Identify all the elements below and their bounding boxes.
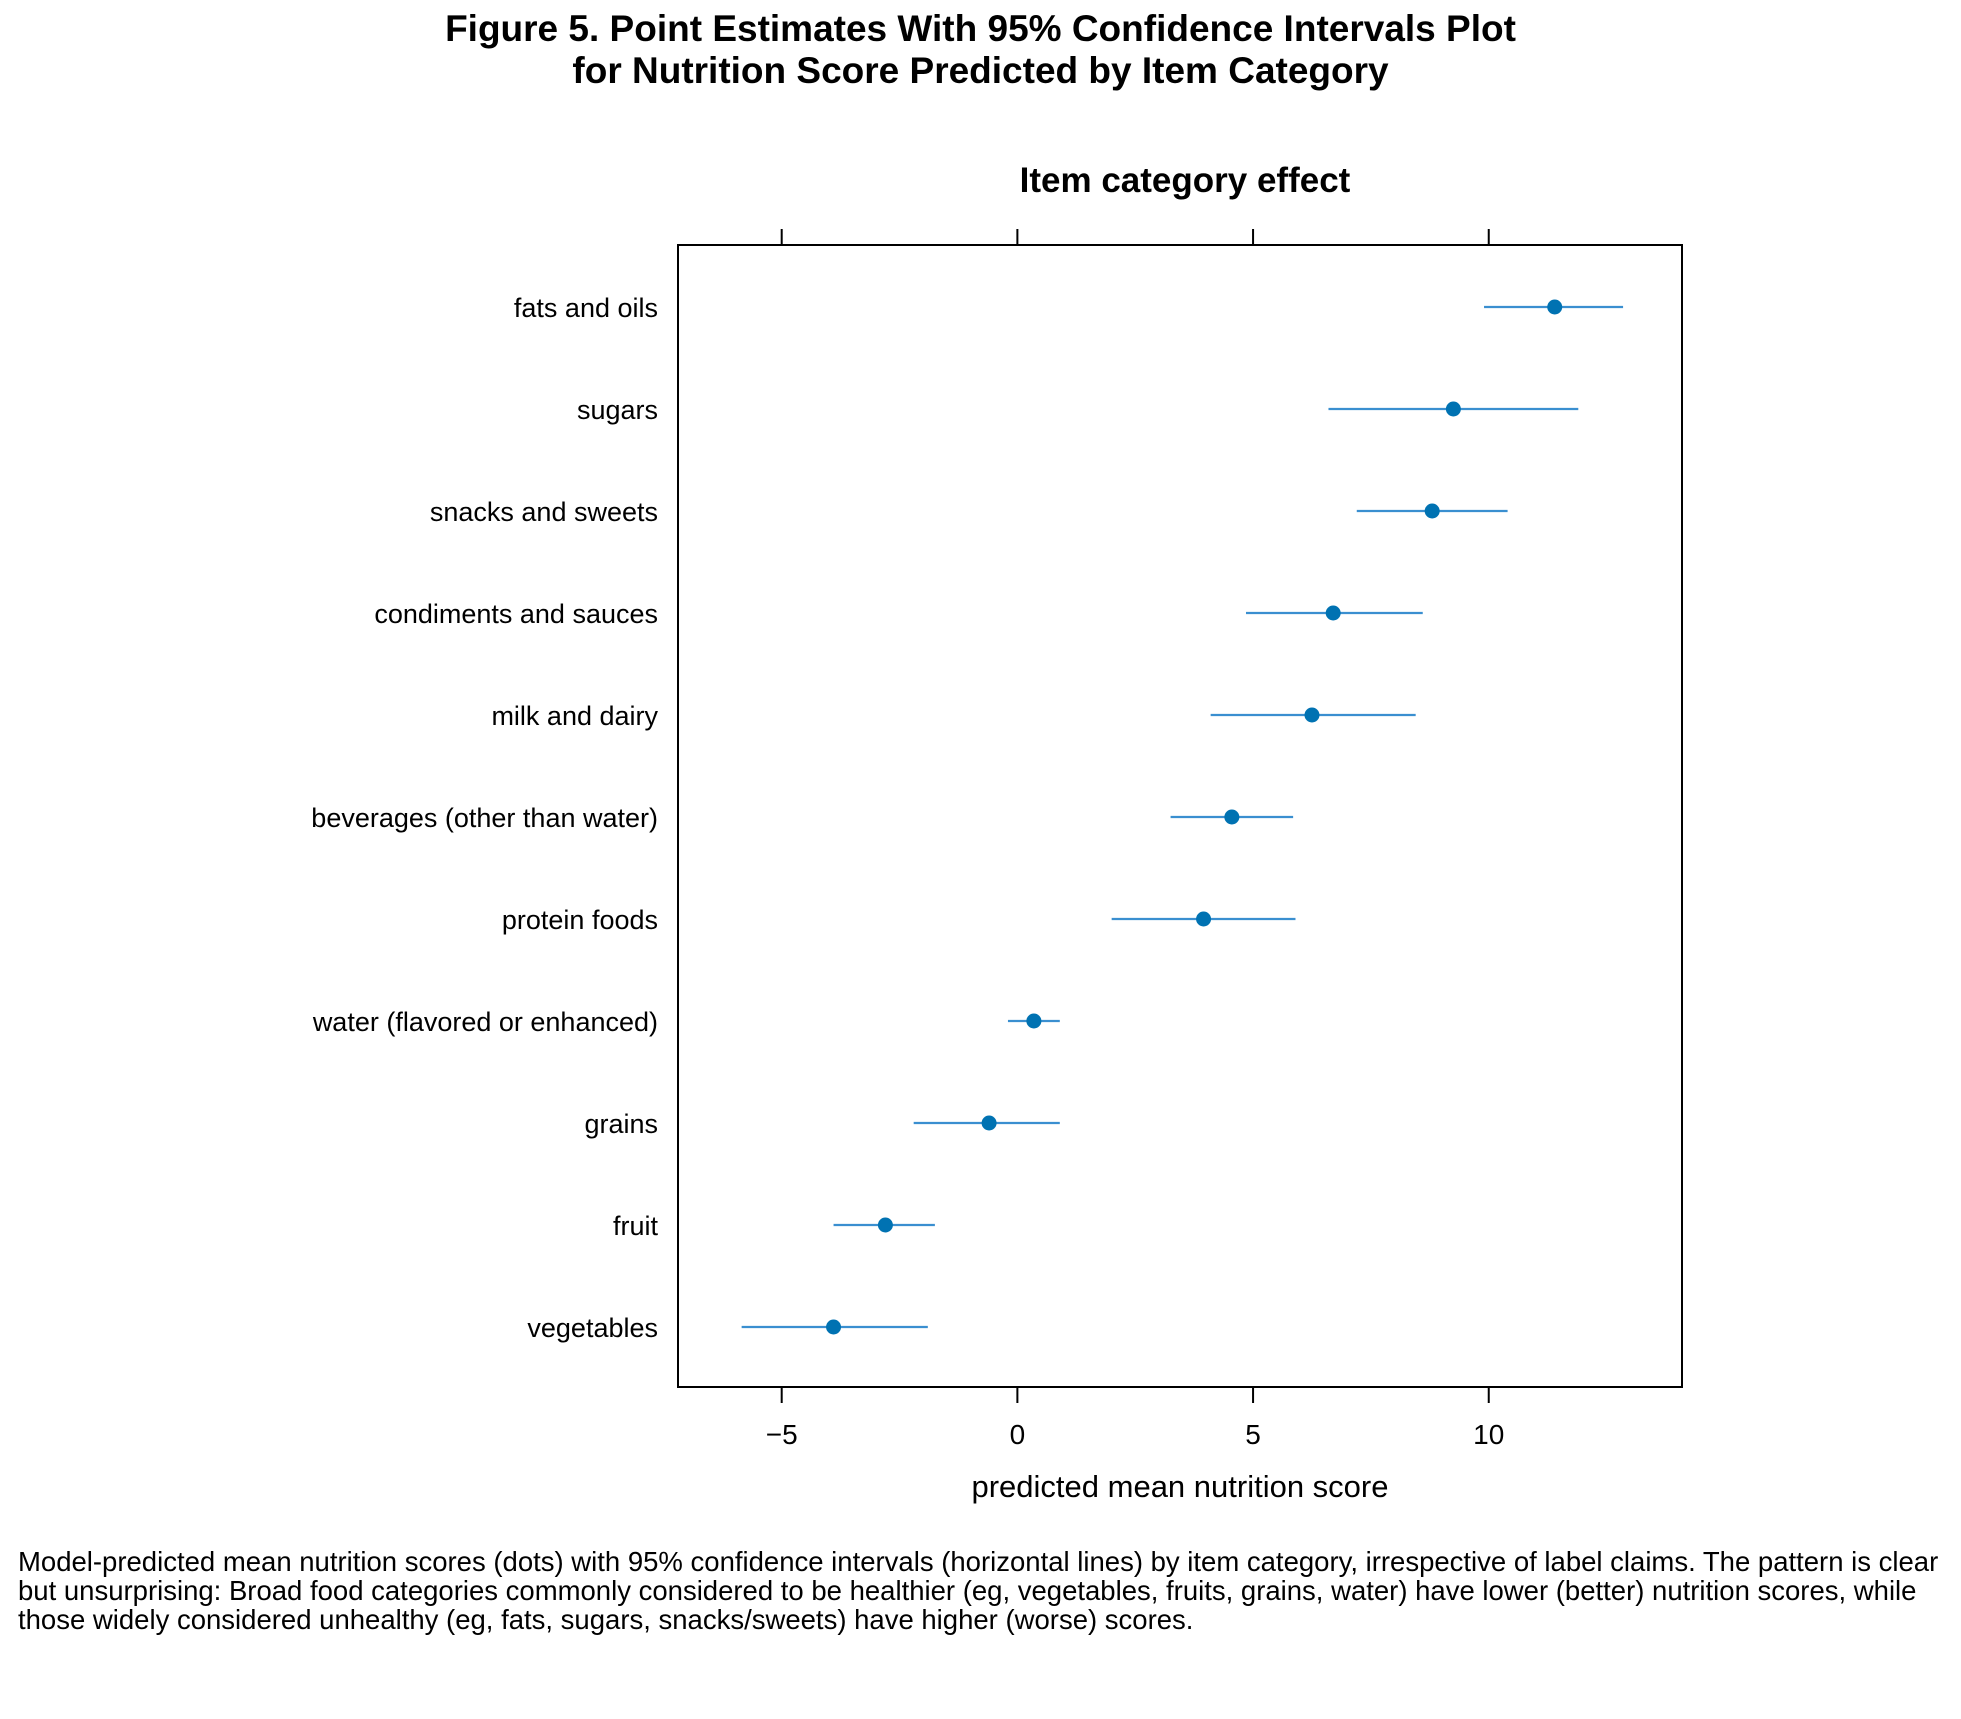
- figure-caption: Model-predicted mean nutrition scores (d…: [18, 1546, 1939, 1635]
- category-label: fats and oils: [514, 293, 658, 323]
- x-axis-label: predicted mean nutrition score: [971, 1469, 1388, 1504]
- point-estimate-marker: [1026, 1013, 1042, 1029]
- chart-title: Item category effect: [1020, 161, 1351, 200]
- category-label: water (flavored or enhanced): [312, 1007, 658, 1037]
- figure-title-line-1: Figure 5. Point Estimates With 95% Confi…: [445, 8, 1516, 49]
- point-estimate-marker: [981, 1115, 997, 1131]
- category-label: beverages (other than water): [311, 803, 658, 833]
- confidence-intervals: [741, 305, 1624, 1329]
- point-estimate-marker: [1547, 299, 1563, 315]
- category-label: grains: [584, 1109, 658, 1139]
- category-label: vegetables: [527, 1313, 658, 1343]
- category-label: fruit: [613, 1211, 659, 1241]
- category-label: milk and dairy: [491, 701, 658, 731]
- point-estimate-marker: [1424, 503, 1440, 519]
- point-estimates: [826, 299, 1563, 1335]
- bottom-axis-ticks: [780, 1387, 1490, 1403]
- category-label: sugars: [577, 395, 658, 425]
- figure-title-line-2: for Nutrition Score Predicted by Item Ca…: [572, 50, 1389, 91]
- x-tick-label: −5: [766, 1419, 798, 1450]
- point-estimate-marker: [1445, 401, 1461, 417]
- top-axis-ticks: [780, 229, 1490, 245]
- category-label: protein foods: [502, 905, 658, 935]
- plot-frame: [677, 244, 1683, 1388]
- x-tick-label: 0: [1010, 1419, 1026, 1450]
- item-category-effect-chart: Item category effect −5 0 5 10 fats and oil…: [311, 161, 1683, 1504]
- point-estimate-marker: [1304, 707, 1320, 723]
- point-estimate-marker: [877, 1217, 893, 1233]
- x-tick-labels: −5 0 5 10: [766, 1419, 1505, 1450]
- x-tick-label: 5: [1245, 1419, 1261, 1450]
- point-estimate-marker: [1325, 605, 1341, 621]
- category-labels: fats and oils sugars snacks and sweets cond…: [311, 293, 658, 1343]
- point-estimate-marker: [826, 1319, 842, 1335]
- x-tick-label: 10: [1473, 1419, 1504, 1450]
- category-label: condiments and sauces: [374, 599, 658, 629]
- point-estimate-marker: [1196, 911, 1212, 927]
- category-label: snacks and sweets: [430, 497, 658, 527]
- figure-title: Figure 5. Point Estimates With 95% Confi…: [0, 8, 1961, 92]
- point-estimate-marker: [1224, 809, 1240, 825]
